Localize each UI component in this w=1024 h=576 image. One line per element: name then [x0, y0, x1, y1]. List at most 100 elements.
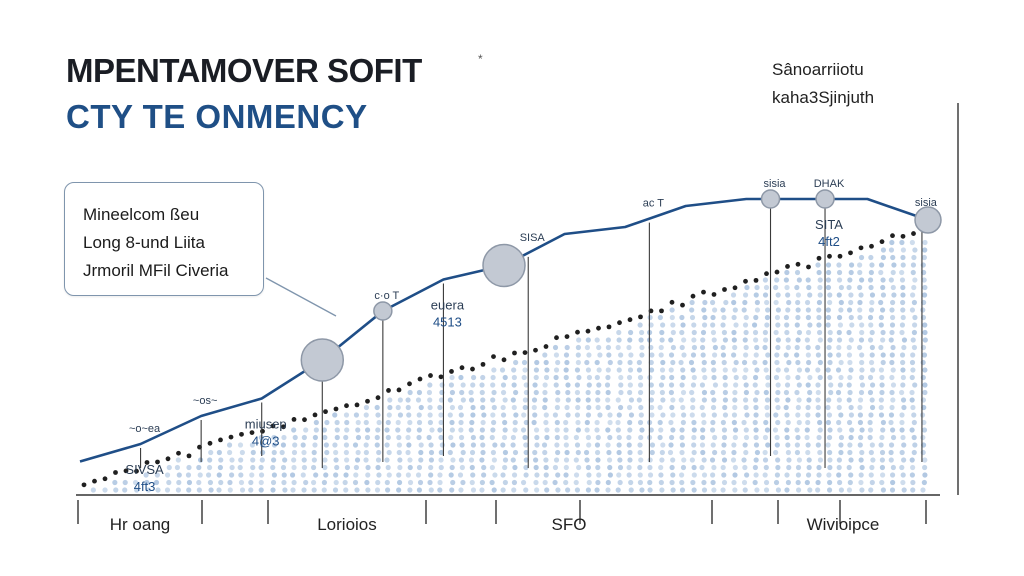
scatter-point	[555, 397, 561, 403]
scatter-point	[753, 404, 759, 411]
scatter-point	[847, 442, 853, 448]
scatter-cap-point	[701, 289, 706, 295]
scatter-point	[911, 344, 918, 351]
scatter-point	[428, 457, 435, 463]
scatter-point	[647, 464, 653, 471]
scatter-point	[363, 419, 369, 426]
scatter-point	[229, 457, 235, 463]
scatter-point	[510, 457, 516, 463]
scatter-point	[132, 479, 139, 486]
scatter-point	[795, 337, 801, 343]
scatter-cap-point	[228, 434, 234, 440]
scatter-point	[511, 367, 517, 373]
scatter-point	[595, 404, 601, 411]
scatter-point	[531, 397, 538, 403]
scatter-point	[321, 479, 328, 486]
scatter-point	[617, 457, 623, 463]
scatter-point	[815, 389, 821, 396]
scatter-point	[397, 464, 403, 471]
scatter-point	[700, 352, 706, 358]
scatter-point	[909, 397, 915, 403]
scatter-point	[753, 472, 759, 478]
scatter-point	[754, 284, 760, 291]
scatter-point	[543, 374, 550, 381]
scatter-point	[754, 307, 761, 313]
scatter-point	[742, 374, 748, 381]
scatter-point	[681, 352, 687, 358]
scatter-point	[647, 479, 653, 486]
scatter-point	[681, 337, 687, 343]
scatter-point	[469, 464, 475, 471]
scatter-point	[920, 434, 926, 441]
scatter-point	[690, 397, 696, 403]
scatter-cap-point	[165, 456, 171, 462]
scatter-point	[754, 367, 760, 373]
scatter-point	[281, 434, 287, 441]
scatter-point	[909, 374, 915, 381]
scatter-point	[521, 359, 528, 366]
scatter-point	[741, 457, 747, 463]
scatter-point	[648, 382, 654, 388]
scatter-point	[439, 442, 445, 448]
scatter-point	[250, 464, 256, 471]
scatter-point	[605, 397, 611, 403]
scatter-point	[511, 472, 518, 478]
scatter-point	[816, 299, 823, 306]
scatter-point	[595, 397, 601, 403]
scatter-point	[573, 457, 579, 463]
scatter-point	[427, 404, 433, 411]
scatter-point	[660, 412, 666, 418]
scatter-point	[765, 382, 771, 388]
scatter-point	[427, 479, 433, 486]
scatter-point	[563, 434, 569, 441]
scatter-point	[752, 464, 758, 471]
scatter-point	[827, 299, 833, 306]
scatter-point	[522, 367, 528, 373]
scatter-point	[878, 367, 885, 373]
scatter-point	[807, 322, 813, 328]
scatter-point	[794, 442, 800, 448]
scatter-point	[533, 479, 539, 486]
scatter-point	[502, 464, 508, 471]
scatter-point	[731, 299, 737, 306]
scatter-point	[564, 404, 570, 411]
scatter-point	[564, 449, 570, 456]
scatter-point	[701, 472, 708, 478]
scatter-point	[794, 344, 800, 351]
scatter-point	[363, 442, 369, 448]
scatter-point	[868, 359, 875, 366]
scatter-point	[836, 262, 842, 268]
scatter-point	[890, 434, 897, 441]
annotation-5-line-1: c·o T	[374, 290, 399, 302]
scatter-point	[300, 472, 306, 478]
scatter-point	[543, 464, 549, 471]
scatter-point	[438, 464, 444, 471]
scatter-point	[711, 374, 717, 381]
scatter-point	[774, 352, 780, 358]
scatter-point	[879, 389, 885, 396]
scatter-point	[533, 427, 540, 433]
scatter-point	[743, 367, 749, 373]
scatter-point	[563, 479, 569, 486]
scatter-point	[301, 449, 307, 456]
scatter-point	[271, 442, 278, 448]
scatter-point	[532, 412, 538, 418]
scatter-point	[889, 329, 895, 336]
scatter-point	[848, 299, 854, 306]
scatter-point	[584, 419, 590, 426]
scatter-point	[826, 412, 833, 418]
scatter-point	[491, 389, 497, 396]
scatter-point	[911, 329, 918, 336]
scatter-point	[237, 464, 243, 471]
scatter-point	[449, 374, 455, 381]
scatter-point	[837, 427, 843, 433]
scatter-point	[648, 359, 654, 366]
scatter-point	[836, 314, 843, 321]
annotation-8-line-1: ac T	[643, 198, 664, 210]
scatter-point	[353, 464, 360, 471]
scatter-point	[815, 344, 821, 351]
scatter-point	[804, 427, 810, 433]
scatter-point	[754, 487, 760, 493]
scatter-point	[891, 292, 897, 298]
scatter-point	[732, 344, 738, 351]
